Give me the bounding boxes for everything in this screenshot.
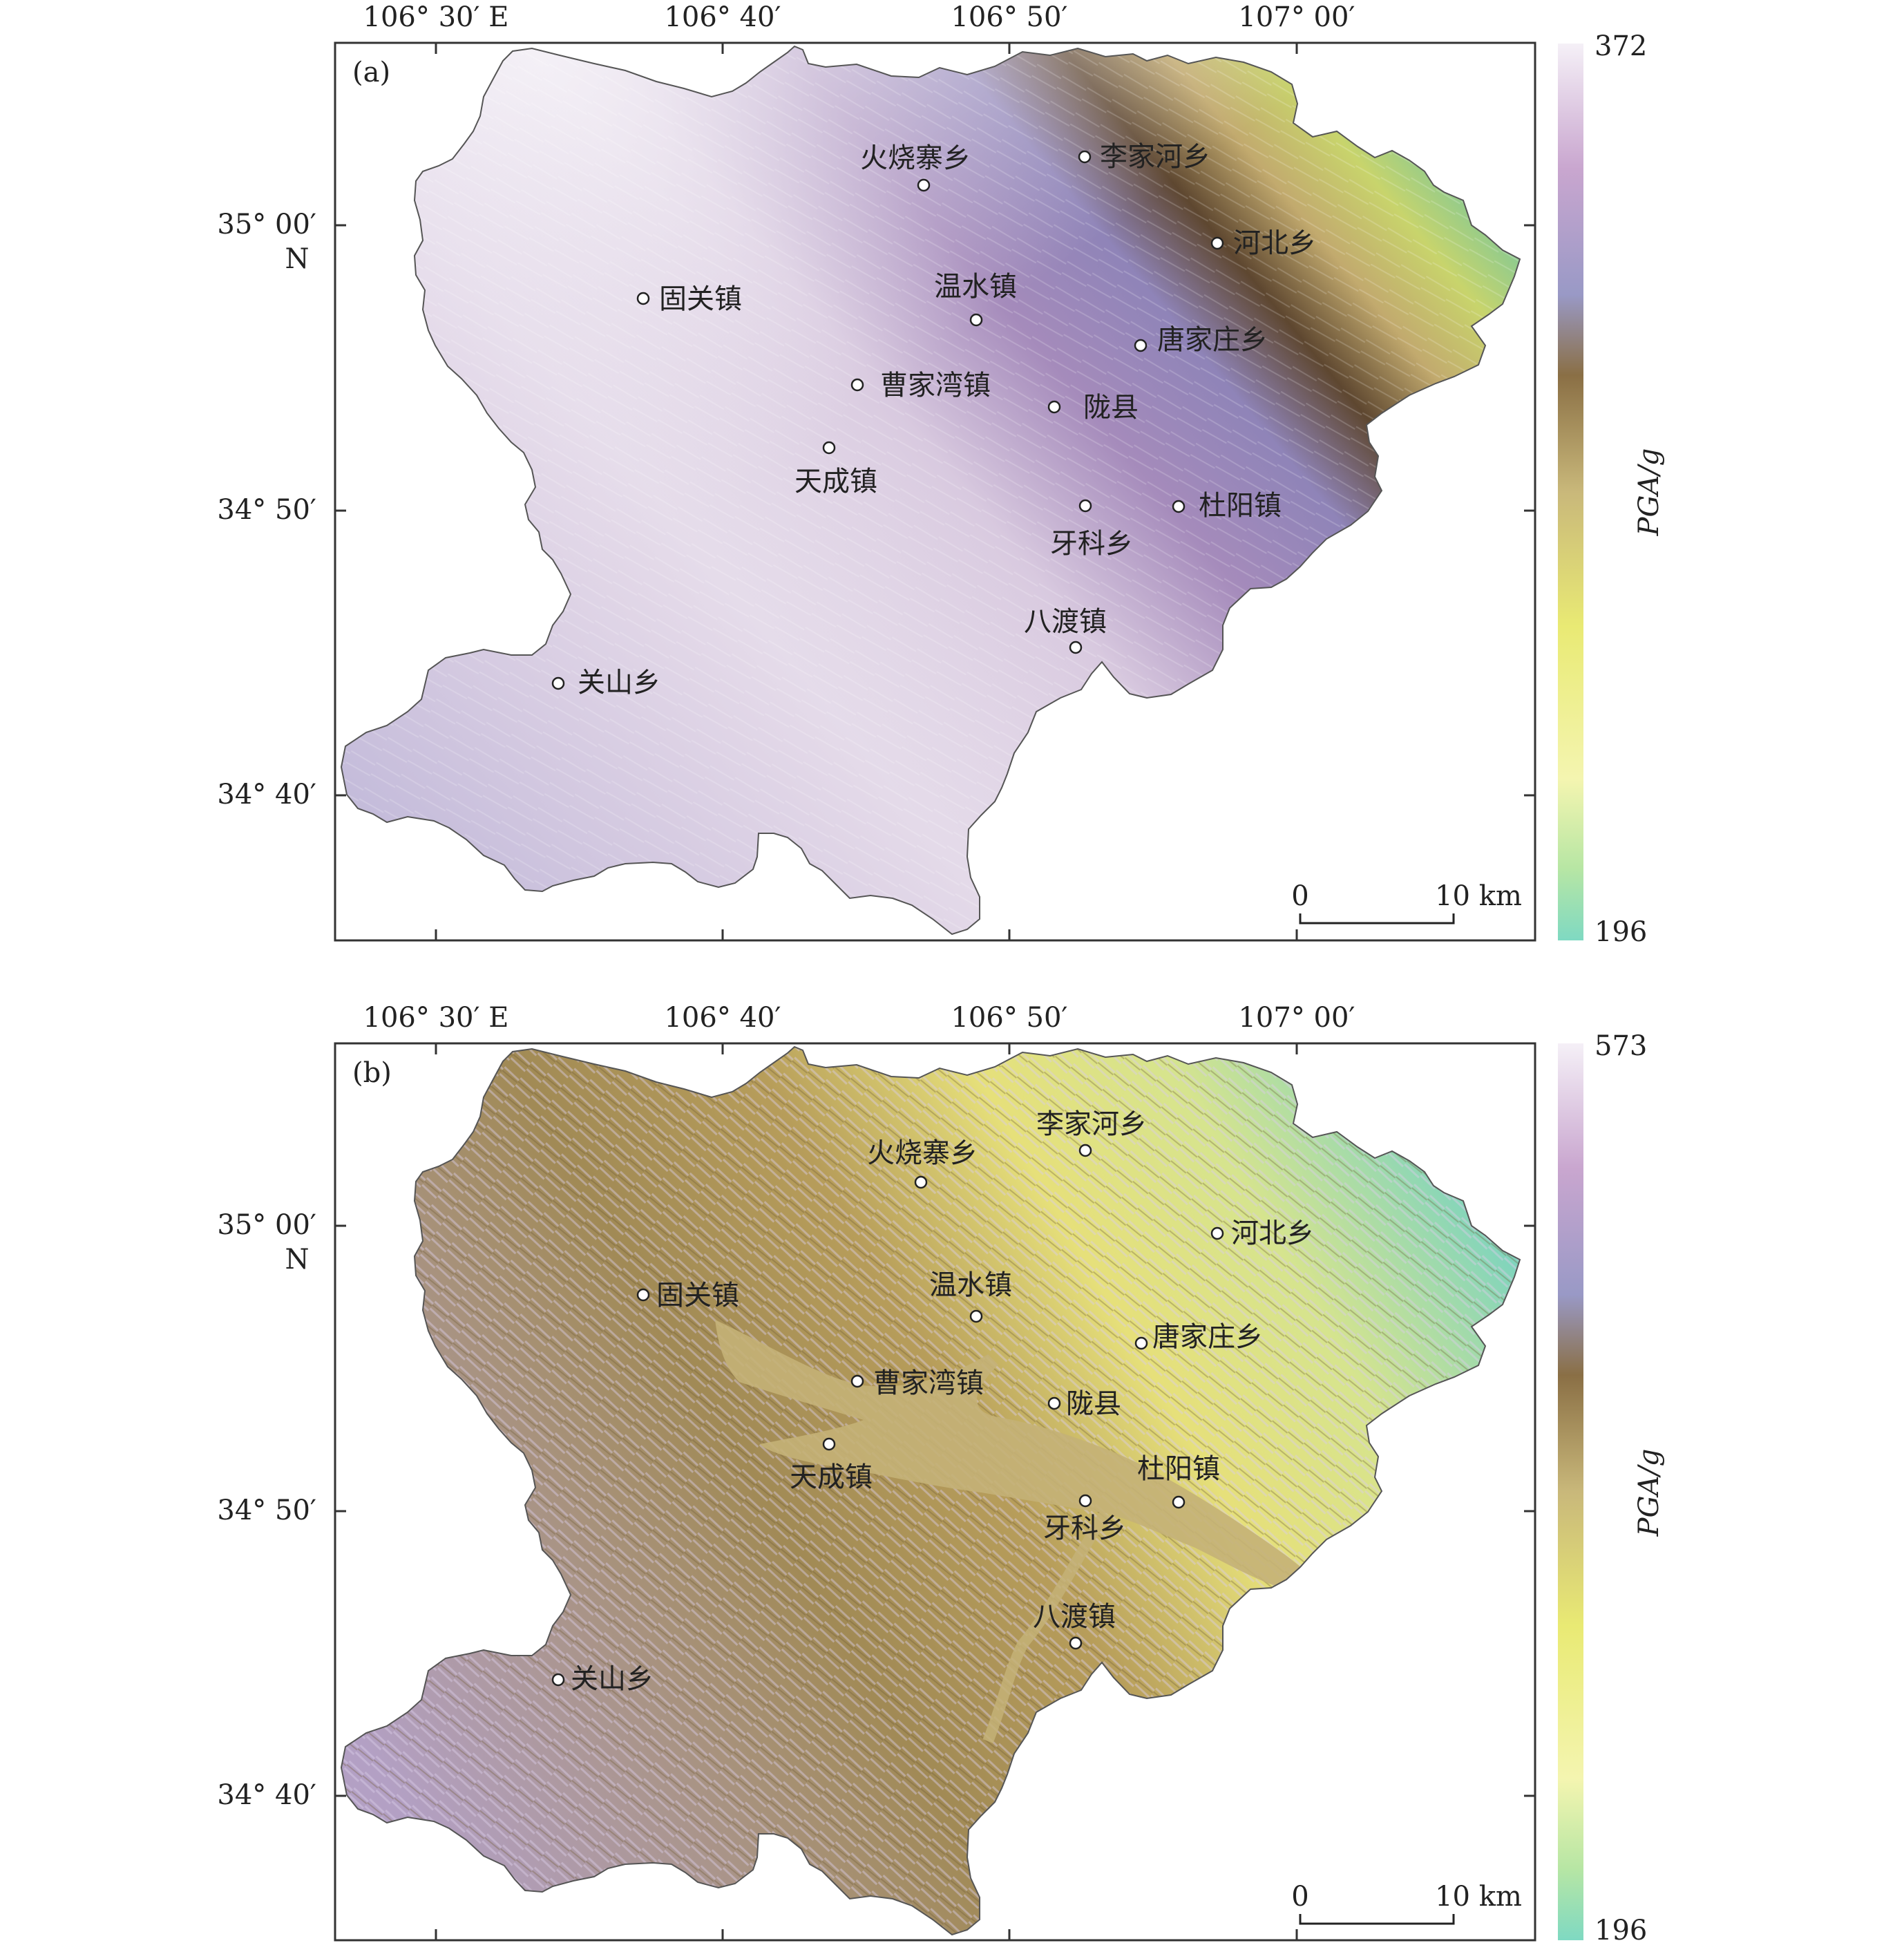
town-marker xyxy=(969,1309,983,1323)
town-label: 曹家湾镇 xyxy=(880,370,991,401)
lon-tick-label: 106° 50′ xyxy=(951,1,1067,33)
town-marker xyxy=(917,178,931,192)
town-label: 八渡镇 xyxy=(1024,606,1107,638)
town-marker xyxy=(1134,1336,1148,1350)
colorbar: 573 196 PGA/g xyxy=(1558,1030,1665,1943)
town-marker xyxy=(822,1437,836,1451)
town-marker xyxy=(551,1673,565,1687)
scale-bar-end: 10 km xyxy=(1435,1881,1522,1913)
colorbar-min: 196 xyxy=(1594,1915,1647,1943)
colorbar: 372 196 PGA/g xyxy=(1558,30,1665,948)
town-label: 天成镇 xyxy=(794,466,877,497)
town-labels: 火烧寨乡 李家河乡 河北乡 固关镇 温水镇 唐家庄乡 曹家湾镇 陇县 天成镇 杜… xyxy=(578,141,1316,699)
town-label: 火烧寨乡 xyxy=(867,1137,978,1169)
town-marker xyxy=(1078,1144,1092,1157)
town-marker xyxy=(850,378,864,392)
town-marker xyxy=(969,313,983,327)
colorbar-max: 372 xyxy=(1594,30,1647,62)
town-label: 固关镇 xyxy=(656,1280,739,1311)
colorbar-min: 196 xyxy=(1594,916,1647,948)
lon-tick-label: 106° 50′ xyxy=(951,1002,1067,1034)
town-marker xyxy=(1210,1226,1224,1240)
town-marker xyxy=(850,1374,864,1388)
town-marker xyxy=(1047,1396,1061,1410)
colorbar-max: 573 xyxy=(1594,1030,1647,1062)
lon-tick-label: 107° 00′ xyxy=(1238,1002,1355,1034)
scale-bar-start: 0 xyxy=(1291,1881,1308,1913)
town-label: 关山乡 xyxy=(571,1663,654,1695)
panel-a: 106° 30′ E 106° 40′ 106° 50′ 107° 00′ 35… xyxy=(217,1,1665,948)
town-label: 李家河乡 xyxy=(1100,141,1210,173)
town-marker xyxy=(1172,500,1186,513)
lat-tick-label: 35° 00′ xyxy=(217,209,316,240)
town-label: 杜阳镇 xyxy=(1199,490,1282,522)
town-marker xyxy=(636,1288,650,1302)
town-label: 陇县 xyxy=(1066,1388,1121,1420)
lon-tick-label: 106° 30′ E xyxy=(363,1002,509,1034)
town-label: 火烧寨乡 xyxy=(860,142,971,174)
lat-tick-label: 35° 00′ xyxy=(217,1209,316,1241)
scale-bar: 0 10 km xyxy=(1291,1881,1522,1925)
lon-tick-label: 106° 40′ xyxy=(664,1,781,33)
lon-tick-label: 106° 30′ E xyxy=(363,1,509,33)
lat-tick-label: 34° 40′ xyxy=(217,779,316,811)
town-label: 李家河乡 xyxy=(1036,1108,1147,1140)
colorbar-ramp xyxy=(1558,44,1583,940)
town-marker xyxy=(1069,641,1083,654)
town-marker xyxy=(914,1175,928,1189)
town-marker xyxy=(636,292,650,305)
town-label: 陇县 xyxy=(1083,392,1139,424)
town-label: 曹家湾镇 xyxy=(873,1367,984,1399)
axis-ticks xyxy=(335,1043,1535,1940)
town-label: 八渡镇 xyxy=(1033,1601,1116,1633)
scale-bar: 0 10 km xyxy=(1291,880,1522,925)
town-marker xyxy=(1069,1636,1083,1650)
lat-tick-label: 34° 50′ xyxy=(217,1495,316,1526)
town-label: 牙科乡 xyxy=(1050,528,1133,560)
town-label: 河北乡 xyxy=(1233,227,1316,259)
panel-label: (b) xyxy=(352,1057,392,1089)
town-label: 唐家庄乡 xyxy=(1152,1321,1263,1353)
scale-bar-end: 10 km xyxy=(1435,880,1522,912)
colorbar-label: PGA/g xyxy=(1633,448,1665,537)
town-label: 杜阳镇 xyxy=(1137,1453,1220,1485)
town-marker xyxy=(1172,1495,1186,1509)
scale-bar-start: 0 xyxy=(1291,880,1308,912)
town-label: 固关镇 xyxy=(659,283,742,315)
colorbar-ramp xyxy=(1558,1043,1583,1940)
river-valley xyxy=(715,1320,1318,1596)
town-label: 天成镇 xyxy=(790,1461,873,1493)
lat-suffix: N xyxy=(285,1244,310,1276)
lon-tick-label: 107° 00′ xyxy=(1238,1,1355,33)
lat-tick-label: 34° 50′ xyxy=(217,494,316,526)
town-marker xyxy=(1078,1494,1092,1508)
town-label: 牙科乡 xyxy=(1043,1513,1126,1544)
town-marker xyxy=(822,441,836,455)
town-marker xyxy=(1134,339,1148,352)
town-marker xyxy=(1210,236,1224,250)
town-marker xyxy=(1078,150,1092,164)
town-label: 唐家庄乡 xyxy=(1157,324,1268,356)
axis-ticks xyxy=(335,43,1535,940)
town-labels: 火烧寨乡 李家河乡 河北乡 固关镇 温水镇 唐家庄乡 曹家湾镇 陇县 天成镇 杜… xyxy=(571,1108,1314,1695)
panel-b: 106° 30′ E 106° 40′ 106° 50′ 107° 00′ 35… xyxy=(217,1002,1665,1943)
town-label: 河北乡 xyxy=(1231,1217,1314,1249)
town-marker xyxy=(1047,400,1061,414)
town-label: 温水镇 xyxy=(929,1269,1012,1301)
town-marker xyxy=(551,676,565,690)
town-markers xyxy=(551,150,1224,690)
lat-suffix: N xyxy=(285,243,310,275)
panel-label: (a) xyxy=(352,57,390,88)
town-label: 关山乡 xyxy=(578,667,660,699)
lon-tick-label: 106° 40′ xyxy=(664,1002,781,1034)
town-label: 温水镇 xyxy=(934,271,1017,303)
colorbar-label: PGA/g xyxy=(1633,1449,1665,1537)
lat-tick-label: 34° 40′ xyxy=(217,1779,316,1811)
town-markers xyxy=(551,1144,1224,1687)
town-marker xyxy=(1078,499,1092,513)
